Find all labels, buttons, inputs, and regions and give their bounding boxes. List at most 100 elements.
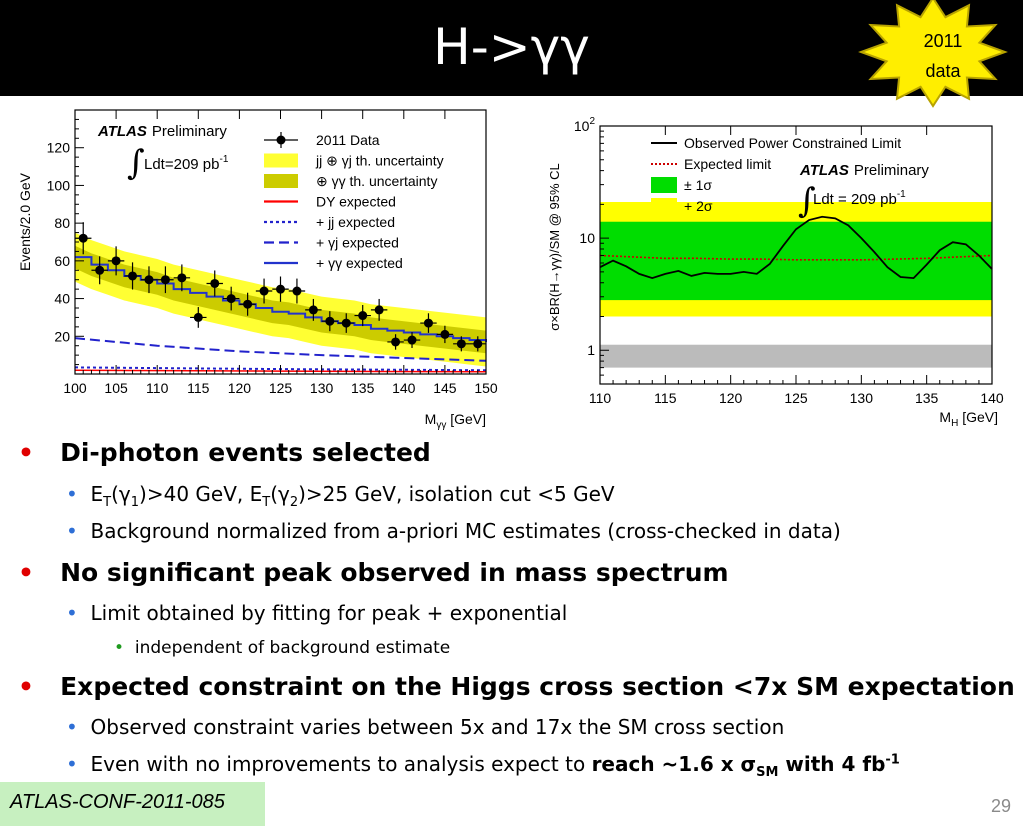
svg-text:⊕ γγ th. uncertainty: ⊕ γγ th. uncertainty [316, 173, 437, 189]
legend-entry: + jj expected [264, 214, 395, 230]
svg-text:+ γj expected: + γj expected [316, 235, 399, 251]
svg-text:+ jj expected: + jj expected [316, 214, 395, 230]
data-point [173, 264, 191, 292]
data-point [420, 313, 437, 333]
legend-entry: ± 1σ [651, 177, 712, 193]
x-axis-title: Mγγ [GeV] [425, 411, 486, 430]
data-point [321, 311, 339, 332]
bullet-1-2: • Background normalized from a-priori MC… [66, 519, 841, 543]
x-tick-label: 135 [351, 380, 375, 396]
x-tick-label: 125 [784, 390, 808, 406]
integral-sign: ∫ [127, 143, 145, 183]
y-axis-title: Events/2.0 GeV [17, 172, 33, 271]
data-point [190, 307, 207, 328]
data-point [469, 336, 486, 352]
luminosity-label: Ldt=209 pb-1 [144, 154, 229, 173]
atlas-label: ATLAS Preliminary [799, 162, 929, 179]
data-point [436, 325, 454, 344]
data-point [206, 270, 223, 297]
integral-sign: ∫ [798, 181, 816, 221]
y-tick-label: 100 [47, 177, 71, 193]
y-tick-label: 80 [54, 215, 70, 231]
bullet-3: • Expected constraint on the Higgs cross… [18, 672, 1015, 701]
svg-text:2011 Data: 2011 Data [316, 132, 380, 148]
svg-text:jj ⊕ γj th. uncertainty: jj ⊕ γj th. uncertainty [315, 153, 444, 169]
bullet-1: • Di-photon events selected [18, 438, 431, 467]
y-tick-label: 10 [579, 230, 595, 246]
x-tick-label: 145 [433, 380, 457, 396]
legend-entry: DY expected [264, 194, 396, 210]
legend-entry: 2011 Data [264, 132, 380, 148]
y-tick-label: 40 [54, 291, 70, 307]
bullet-1-1: • ET(γ1)>40 GeV, ET(γ2)>25 GeV, isolatio… [66, 482, 615, 510]
data-point [157, 266, 174, 294]
data-point [305, 298, 322, 321]
x-axis-title: MH [GeV] [939, 409, 998, 429]
legend-entry: Expected limit [651, 156, 771, 172]
data-point [222, 286, 240, 311]
svg-text:+ γγ expected: + γγ expected [316, 255, 403, 271]
x-tick-label: 130 [310, 380, 334, 396]
data-point [370, 298, 388, 321]
data-point [403, 332, 421, 348]
x-tick-label: 110 [146, 380, 169, 396]
gammaj-expected-line [74, 337, 487, 362]
legend-entry: jj ⊕ γj th. uncertainty [264, 153, 444, 169]
x-tick-label: 110 [589, 390, 612, 406]
gammagamma-uncertainty-band [75, 245, 486, 354]
badge-label: data [925, 61, 961, 81]
y-tick-label: 20 [54, 328, 70, 344]
x-tick-label: 135 [915, 390, 939, 406]
bullet-2-1: • Limit obtained by fitting for peak + e… [66, 601, 568, 625]
x-tick-label: 105 [104, 380, 128, 396]
legend-entry: Observed Power Constrained Limit [651, 135, 901, 151]
data-point [75, 222, 92, 255]
x-tick-label: 120 [228, 380, 252, 396]
svg-text:DY expected: DY expected [316, 194, 396, 210]
bullet-3-2: • Even with no improvements to analysis … [66, 752, 900, 780]
data-point [453, 336, 470, 352]
legend-entry: ⊕ γγ th. uncertainty [264, 173, 437, 189]
data-point [124, 262, 141, 290]
x-tick-label: 125 [269, 380, 293, 396]
y-tick-label: 102 [574, 116, 596, 134]
expected-limit-line [599, 254, 993, 261]
conference-note-label: ATLAS-CONF-2011-085 [0, 782, 265, 826]
legend-entry: + 2σ [651, 198, 713, 214]
x-tick-label: 140 [980, 390, 1004, 406]
grey-band [600, 344, 992, 368]
svg-text:± 1σ: ± 1σ [684, 177, 712, 193]
x-tick-label: 100 [63, 380, 87, 396]
data-badge: 2011 data [898, 26, 988, 86]
x-tick-label: 120 [719, 390, 743, 406]
data-point [272, 276, 289, 302]
data-point [107, 246, 125, 276]
y-tick-label: 120 [47, 140, 71, 156]
atlas-label: ATLAS Preliminary [97, 123, 227, 140]
data-point [288, 278, 306, 304]
title-bar [0, 0, 1023, 96]
data-point [239, 292, 256, 316]
luminosity-label: Ldt = 209 pb-1 [813, 189, 906, 208]
y-tick-label: 1 [587, 342, 595, 358]
svg-text:Expected limit: Expected limit [684, 156, 771, 172]
x-tick-label: 130 [850, 390, 874, 406]
bullet-3-1: • Observed constraint varies between 5x … [66, 715, 785, 739]
y-axis-title: σ×BR(H→γγ)/SM @ 95% CL [547, 163, 562, 331]
legend-entry: + γj expected [264, 235, 399, 251]
x-tick-label: 115 [654, 390, 677, 406]
badge-year: 2011 [923, 31, 963, 51]
observed-limit-line [599, 215, 993, 280]
bullet-2-1-1: • independent of background estimate [114, 638, 451, 658]
data-point [338, 313, 355, 333]
svg-text:+ 2σ: + 2σ [684, 198, 713, 214]
data-point [91, 256, 108, 285]
y-tick-label: 60 [54, 253, 70, 269]
svg-text:Observed Power Constrained Lim: Observed Power Constrained Limit [684, 135, 901, 151]
x-tick-label: 140 [392, 380, 416, 396]
one-sigma-band [600, 221, 992, 301]
mass-spectrum-chart: 100 105 110 115 120 125 130 135 140 145 150 20 40 60 8… [17, 109, 498, 430]
page-number: 29 [990, 796, 1011, 816]
x-tick-label: 115 [187, 380, 210, 396]
